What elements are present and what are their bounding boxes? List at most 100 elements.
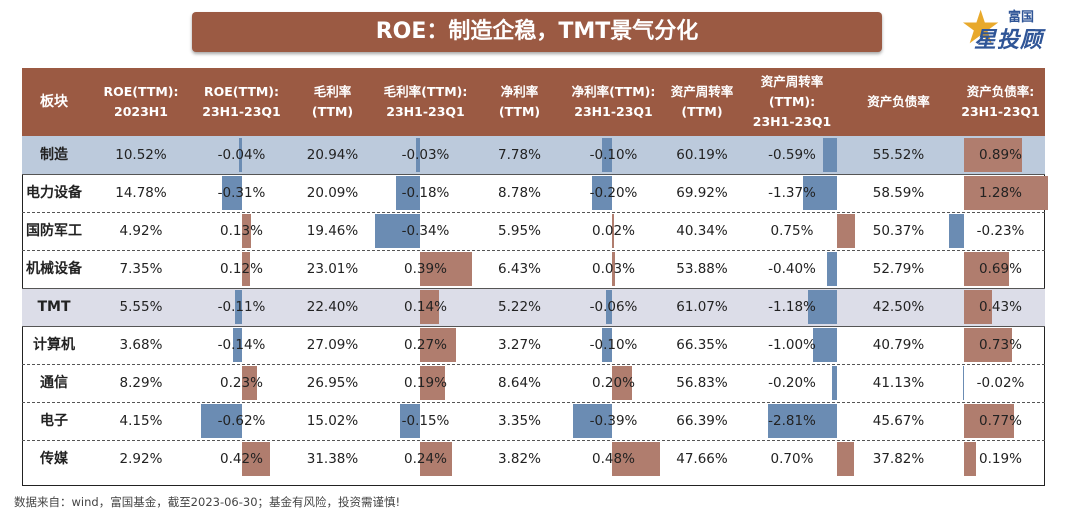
metric-value: 14.78% xyxy=(115,185,167,201)
delta-value: -0.04% xyxy=(217,147,266,163)
row-label: 计算机 xyxy=(33,337,75,353)
metric-value: 8.29% xyxy=(119,375,163,391)
delta-value: 0.42% xyxy=(220,451,263,467)
metric-value: 42.50% xyxy=(872,299,925,315)
row-divider xyxy=(22,402,1045,403)
metric-value: 55.52% xyxy=(872,147,925,163)
delta-value: 0.02% xyxy=(592,223,635,239)
metric-value: 5.55% xyxy=(119,299,163,315)
metric-value: 45.67% xyxy=(872,413,925,429)
delta-value: -0.02% xyxy=(976,375,1025,391)
delta-value: -0.18% xyxy=(401,185,450,201)
logo-company: 富国 xyxy=(1008,10,1035,25)
column-header-label: 净利率(TTM): 23H1-23Q1 xyxy=(571,84,656,119)
column-header-label: 毛利率(TTM): 23H1-23Q1 xyxy=(383,84,468,119)
delta-value: -0.11% xyxy=(217,299,266,315)
column-header: 净利率(TTM): 23H1-23Q1 xyxy=(566,68,661,136)
row-label: 电子 xyxy=(40,413,68,429)
row-divider xyxy=(22,326,1045,327)
metric-value: 69.92% xyxy=(676,185,728,201)
data-bar xyxy=(374,214,420,248)
column-header: 资产负债率 xyxy=(841,68,956,136)
delta-value: 0.13% xyxy=(220,223,263,239)
data-bar xyxy=(812,328,837,362)
column-header-label: 净利率 (TTM) xyxy=(498,84,541,119)
data-bar xyxy=(962,366,964,400)
metric-value: 23.01% xyxy=(306,261,359,277)
column-header-label: 板块 xyxy=(40,94,68,110)
delta-value: -0.15% xyxy=(401,413,450,429)
data-bar xyxy=(573,404,612,438)
row-divider xyxy=(22,440,1045,441)
data-bar xyxy=(221,176,242,210)
metric-value: 3.27% xyxy=(498,337,541,353)
delta-value: -0.20% xyxy=(589,185,638,201)
delta-value: 0.89% xyxy=(979,147,1022,163)
delta-value: -0.40% xyxy=(768,261,816,277)
data-bar xyxy=(612,442,660,476)
data-bar xyxy=(948,214,964,248)
metric-value: 8.64% xyxy=(498,375,541,391)
metrics-table: 板块 ROE(TTM): 2023H1 ROE(TTM): 23H1-23Q1 毛利率… xyxy=(22,68,1048,486)
row-label: 机械设备 xyxy=(26,261,82,277)
data-bar xyxy=(234,290,242,324)
data-bar xyxy=(837,442,855,476)
slide-title: ROE：制造企稳，TMT景气分化 xyxy=(192,12,882,52)
row-label: TMT xyxy=(37,299,71,315)
table-row xyxy=(22,136,1045,174)
delta-value: 0.39% xyxy=(404,261,447,277)
column-header: 资产周转率(TTM): 23H1-23Q1 xyxy=(743,68,841,136)
data-bar xyxy=(420,290,439,324)
data-bar xyxy=(827,252,837,286)
metric-value: 3.68% xyxy=(119,337,163,353)
data-bar xyxy=(822,138,837,172)
data-bar xyxy=(964,290,993,324)
data-bar xyxy=(420,328,456,362)
data-bar xyxy=(612,366,632,400)
data-bar xyxy=(832,366,837,400)
delta-value: 0.69% xyxy=(979,261,1022,277)
delta-value: 0.19% xyxy=(979,451,1022,467)
delta-value: 0.73% xyxy=(979,337,1022,353)
column-header-label: 毛利率 (TTM) xyxy=(311,84,354,119)
delta-value: 0.48% xyxy=(592,451,635,467)
metric-value: 41.13% xyxy=(872,375,925,391)
delta-value: 0.14% xyxy=(404,299,447,315)
delta-value: -0.39% xyxy=(589,413,638,429)
delta-value: -0.20% xyxy=(768,375,816,391)
data-bar xyxy=(964,138,1023,172)
delta-value: -2.81% xyxy=(768,413,816,429)
row-divider xyxy=(22,212,1045,213)
delta-value: -0.31% xyxy=(217,185,266,201)
metric-value: 15.02% xyxy=(306,413,359,429)
delta-value: -0.23% xyxy=(976,223,1025,239)
column-header: 净利率 (TTM) xyxy=(473,68,566,136)
data-bar xyxy=(964,328,1012,362)
delta-value: -0.59% xyxy=(768,147,816,163)
data-bar xyxy=(768,404,837,438)
data-bar xyxy=(242,442,270,476)
data-bar xyxy=(232,328,242,362)
metric-value: 66.35% xyxy=(676,337,728,353)
row-label: 国防军工 xyxy=(26,223,82,239)
delta-value: 0.77% xyxy=(979,413,1022,429)
table-header: 板块 ROE(TTM): 2023H1 ROE(TTM): 23H1-23Q1 毛利率… xyxy=(22,68,1045,136)
column-header: 毛利率 (TTM) xyxy=(287,68,378,136)
metric-value: 3.35% xyxy=(498,413,541,429)
row-divider xyxy=(22,174,1045,175)
metric-value: 7.78% xyxy=(498,147,541,163)
data-bar xyxy=(964,442,977,476)
column-header-label: 资产周转率(TTM): 23H1-23Q1 xyxy=(752,74,832,129)
data-bar xyxy=(612,214,614,248)
metric-value: 52.79% xyxy=(872,261,925,277)
delta-value: -0.10% xyxy=(589,147,638,163)
delta-value: 0.43% xyxy=(979,299,1022,315)
metric-value: 8.78% xyxy=(498,185,541,201)
delta-value: 0.12% xyxy=(220,261,263,277)
metric-value: 26.95% xyxy=(306,375,359,391)
metric-value: 3.82% xyxy=(498,451,541,467)
table-row xyxy=(22,288,1045,326)
logo-product: 星投顾 xyxy=(974,28,1044,53)
delta-value: -0.06% xyxy=(589,299,638,315)
row-divider xyxy=(22,364,1045,365)
